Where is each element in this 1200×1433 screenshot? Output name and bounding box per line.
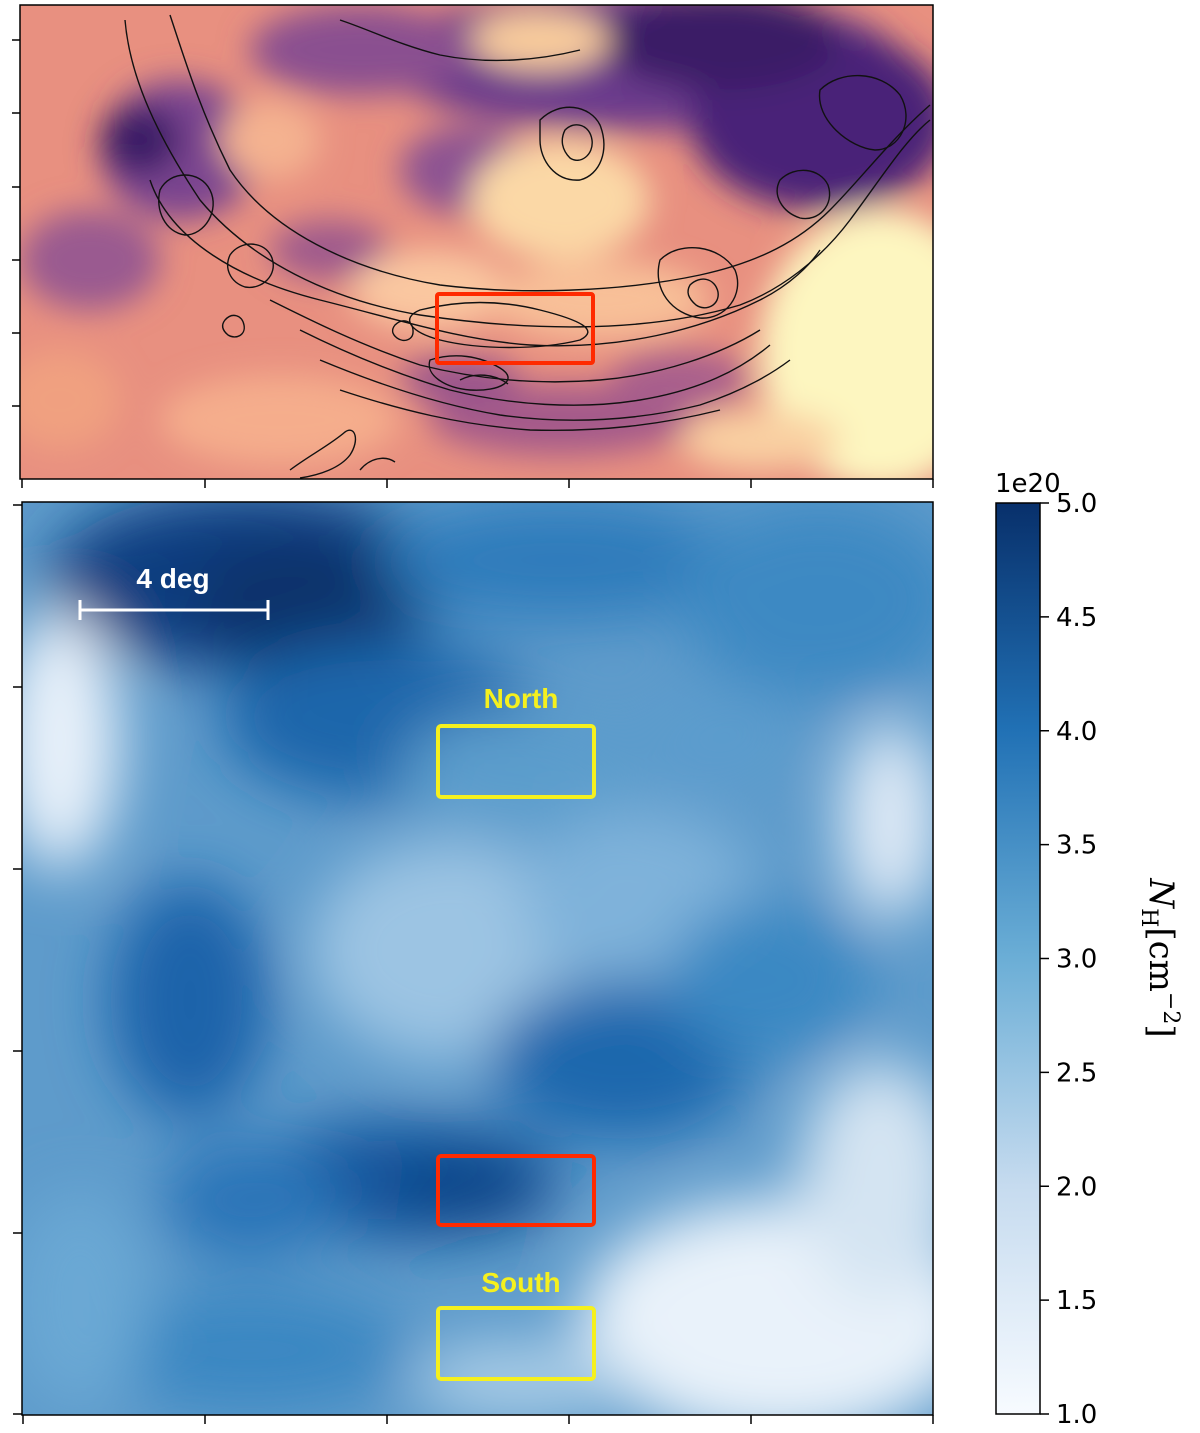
colorbar-label-unit: [cm [1141, 927, 1181, 992]
colorbar-ticks: 1.0 1.5 2.0 2.5 3.0 3.5 4.0 4.5 5.0 [1040, 489, 1097, 1430]
colorbar-tick-label: 3.5 [1056, 831, 1097, 861]
colorbar-tick-label: 4.0 [1056, 717, 1097, 747]
center-region-box [436, 1154, 596, 1227]
bottom-heatmap: North South 4 deg [22, 502, 933, 1415]
colorbar-tick-label: 1.0 [1056, 1400, 1097, 1430]
bottom-panel-ticks [13, 504, 934, 1424]
colorbar-tick-label: 2.5 [1056, 1058, 1097, 1088]
colorbar-multiplier: 1e20 [995, 469, 1061, 499]
contour-lines [124, 14, 931, 479]
colorbar: 1e20 1.0 1.5 2.0 2.5 3.0 3.5 4.0 4.5 5.0 NH[cm−2… [995, 469, 1183, 1430]
colorbar-tick-label: 5.0 [1056, 489, 1097, 519]
north-region-box [436, 724, 596, 799]
south-label: South [481, 1267, 560, 1298]
top-heatmap [20, 5, 933, 479]
colorbar-tick-label: 4.5 [1056, 603, 1097, 633]
colorbar-label-exp: −2 [1158, 992, 1183, 1024]
bottom-panel-frame [21, 501, 934, 1416]
colorbar-label-sub: H [1136, 908, 1161, 927]
colorbar-label-close: ] [1141, 1024, 1181, 1037]
bottom-panel: North South 4 deg [13, 501, 934, 1424]
scale-bar [78, 600, 270, 620]
colorbar-label-main: N [1141, 877, 1181, 909]
top-panel-frame [19, 4, 934, 480]
colorbar-tick-label: 2.0 [1056, 1172, 1097, 1202]
north-label: North [484, 683, 559, 714]
scale-bar-label: 4 deg [136, 563, 209, 594]
top-panel [12, 4, 934, 488]
colorbar-label: NH[cm−2] [1136, 877, 1183, 1037]
south-region-box [436, 1306, 596, 1381]
top-center-box [435, 292, 595, 365]
colorbar-tick-label: 1.5 [1056, 1286, 1097, 1316]
colorbar-tick-label: 3.0 [1056, 945, 1097, 975]
colorbar-gradient [995, 502, 1041, 1415]
top-panel-ticks [12, 39, 934, 488]
